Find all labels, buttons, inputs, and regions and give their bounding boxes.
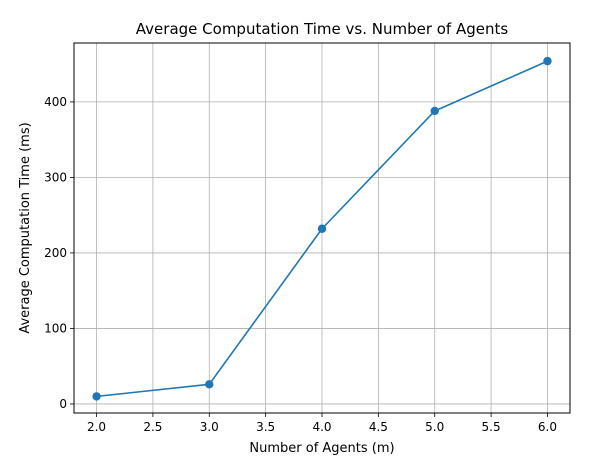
y-tick-label: 100 [44,321,67,335]
series-layer [92,56,552,401]
y-axis-label: Average Computation Time (ms) [18,122,33,333]
x-tick-label: 3.0 [200,420,219,434]
data-point [92,392,101,401]
x-tick-label: 2.0 [87,420,106,434]
data-point [205,380,214,389]
x-tick-label: 5.5 [482,420,501,434]
axis-ticks: 2.0 2.5 3.0 3.5 4.0 4.5 5.0 5.5 6.0 0 100 200 300 400 [44,95,557,434]
x-axis-label: Number of Agents (m) [249,441,394,456]
x-tick-label: 5.0 [425,420,444,434]
x-tick-label: 6.0 [538,420,557,434]
data-point [430,106,439,116]
y-tick-label: 400 [44,95,67,109]
x-tick-label: 2.5 [143,420,162,434]
x-tick-label: 4.0 [312,420,331,434]
y-tick-label: 300 [44,170,67,184]
x-tick-label: 3.5 [256,420,275,434]
y-tick-label: 200 [44,246,67,260]
data-point [317,224,327,233]
data-point [543,56,552,66]
chart-title: Average Computation Time vs. Number of A… [136,20,509,38]
x-tick-label: 4.5 [369,420,388,434]
y-tick-label: 0 [59,397,67,411]
